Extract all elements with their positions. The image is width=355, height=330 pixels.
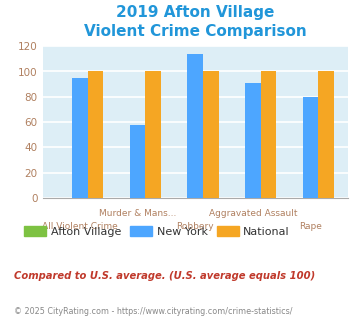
- Bar: [130, 125, 145, 198]
- Bar: [187, 54, 203, 198]
- Bar: [261, 72, 276, 198]
- Text: Robbery: Robbery: [176, 222, 214, 231]
- Text: Murder & Mans...: Murder & Mans...: [99, 209, 176, 218]
- Text: Compared to U.S. average. (U.S. average equals 100): Compared to U.S. average. (U.S. average …: [14, 271, 316, 281]
- Bar: [318, 72, 334, 198]
- Text: Rape: Rape: [299, 222, 322, 231]
- Legend: Afton Village, New York, National: Afton Village, New York, National: [20, 222, 294, 241]
- Bar: [88, 72, 103, 198]
- Text: All Violent Crime: All Violent Crime: [42, 222, 118, 231]
- Text: © 2025 CityRating.com - https://www.cityrating.com/crime-statistics/: © 2025 CityRating.com - https://www.city…: [14, 307, 293, 315]
- Text: Aggravated Assault: Aggravated Assault: [209, 209, 297, 218]
- Bar: [203, 72, 219, 198]
- Title: 2019 Afton Village
Violent Crime Comparison: 2019 Afton Village Violent Crime Compari…: [84, 5, 307, 40]
- Bar: [245, 83, 261, 198]
- Bar: [145, 72, 161, 198]
- Bar: [72, 78, 88, 198]
- Bar: [303, 97, 318, 198]
